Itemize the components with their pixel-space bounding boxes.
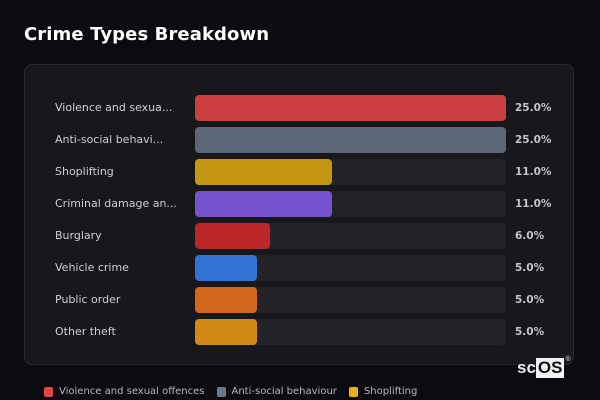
brand-text: sc (517, 358, 536, 377)
bar-row: Public order 5.0% (25, 287, 573, 313)
legend-swatch (44, 386, 53, 397)
bar-fill[interactable] (195, 127, 506, 153)
brand-boxed-text: OS (535, 358, 565, 378)
bar-row: Criminal damage an... 11.0% (25, 191, 573, 217)
bar-track (195, 223, 506, 249)
bar-track (195, 255, 506, 281)
legend-label: Violence and sexual offences (59, 386, 205, 397)
bar-label: Other theft (55, 325, 116, 338)
bar-value: 11.0% (515, 198, 552, 210)
bar-row: Other theft 5.0% (25, 319, 573, 345)
bar-label: Burglary (55, 229, 102, 242)
legend-item[interactable]: Shoplifting (348, 386, 418, 397)
bar-label: Anti-social behavi... (55, 133, 164, 146)
bar-row: Violence and sexua... 25.0% (25, 95, 573, 121)
legend-item[interactable]: Violence and sexual offences (44, 386, 205, 397)
legend-item[interactable]: Anti-social behaviour (216, 386, 337, 397)
bar-value: 5.0% (515, 294, 545, 306)
bar-row: Shoplifting 11.0% (25, 159, 573, 185)
bar-fill[interactable] (195, 319, 258, 345)
bar-value: 25.0% (515, 102, 552, 114)
bar-fill[interactable] (195, 95, 506, 121)
bar-track (195, 287, 506, 313)
registered-mark: ® (565, 356, 571, 363)
bar-fill[interactable] (195, 255, 258, 281)
bar-label: Shoplifting (55, 165, 114, 178)
bar-value: 5.0% (515, 326, 545, 338)
bar-value: 25.0% (515, 134, 552, 146)
bar-fill[interactable] (195, 191, 332, 217)
legend-swatch (348, 386, 358, 397)
bar-row: Burglary 6.0% (25, 223, 573, 249)
bar-fill[interactable] (195, 223, 270, 249)
legend-swatch (216, 386, 226, 397)
chart-title: Crime Types Breakdown (24, 24, 270, 45)
bar-row: Vehicle crime 5.0% (25, 255, 573, 281)
bar-track (195, 159, 506, 185)
chart-panel: Violence and sexua... 25.0% Anti-social … (24, 64, 574, 365)
bar-row: Anti-social behavi... 25.0% (25, 127, 573, 153)
bar-label: Vehicle crime (55, 261, 129, 274)
bar-track (195, 127, 506, 153)
bar-track (195, 95, 506, 121)
bar-fill[interactable] (195, 159, 332, 185)
bar-label: Public order (55, 293, 121, 306)
bar-track (195, 319, 506, 345)
bar-label: Criminal damage an... (55, 197, 177, 210)
legend-label: Shoplifting (363, 386, 418, 397)
bar-track (195, 191, 506, 217)
chart-legend: Violence and sexual offences Anti-social… (44, 386, 417, 397)
bar-fill[interactable] (195, 287, 258, 313)
bar-value: 6.0% (515, 230, 545, 242)
bar-value: 11.0% (515, 166, 552, 178)
bar-label: Violence and sexua... (55, 101, 173, 114)
brand-logo: sc OS ® (517, 356, 571, 378)
legend-label: Anti-social behaviour (231, 386, 337, 397)
bar-value: 5.0% (515, 262, 545, 274)
